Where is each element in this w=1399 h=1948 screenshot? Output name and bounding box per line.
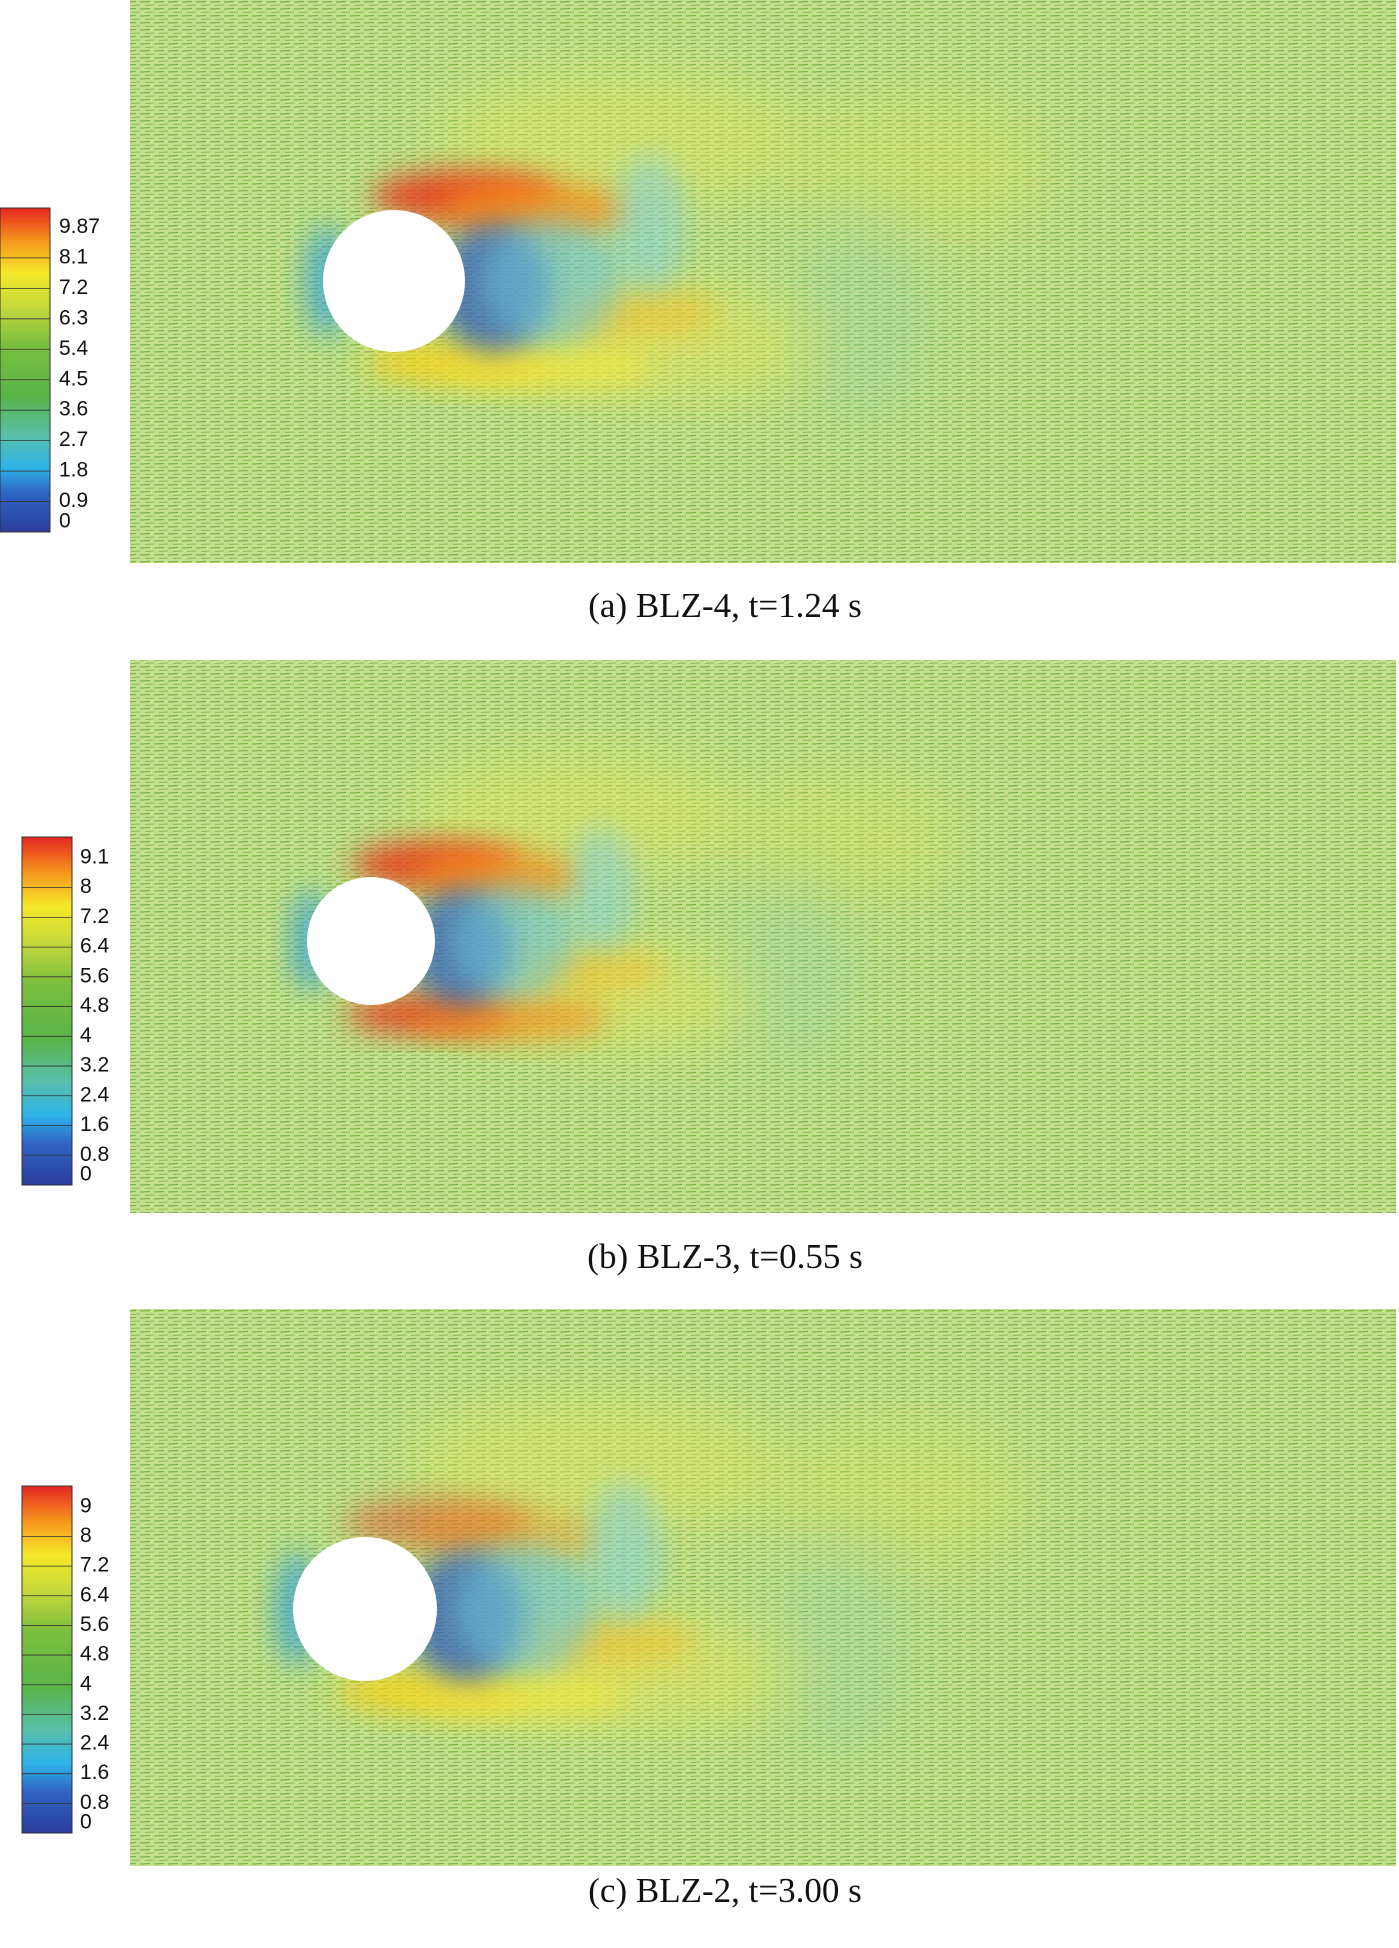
wake-tint	[768, 1529, 913, 1761]
colorbar-label: 8.1	[59, 245, 88, 268]
caption: (a) BLZ-4, t=1.24 s	[588, 586, 861, 625]
vector-field	[130, 660, 1396, 1213]
wake-tint	[436, 75, 806, 203]
colorbar: 9.1 8 7.2 6.4 5.6 4.8 4 3.2 2.4 1.6 0.80	[21, 836, 110, 1186]
colorbar-fill	[21, 1485, 73, 1834]
colorbar-label: 1.6	[80, 1113, 109, 1136]
wake-tint	[791, 202, 934, 431]
colorbar-label: 9	[80, 1494, 92, 1517]
colorbar-label: 5.6	[80, 964, 109, 987]
shear-layer-bottom	[443, 341, 657, 392]
colorbar: 9.87 8.1 7.2 6.3 5.4 4.5 3.6 2.7 1.8 0.90	[0, 207, 100, 533]
colorbar-fill	[21, 836, 73, 1186]
cylinder	[323, 210, 465, 352]
colorbar-label: 0	[80, 1163, 92, 1186]
colorbar-label: 7.2	[80, 1554, 109, 1577]
colorbar-label: 0.8	[80, 1791, 109, 1814]
colorbar-label: 7.2	[80, 905, 109, 928]
colorbar-label: 9.1	[80, 845, 109, 868]
cylinder	[307, 877, 435, 1005]
colorbar-label: 3.2	[80, 1054, 109, 1077]
caption: (b) BLZ-3, t=0.55 s	[587, 1237, 862, 1276]
colorbar-label: 6.3	[59, 306, 88, 329]
panel: 9 8 7.2 6.4 5.6 4.8 4 3.2 2.4 1.6 0.80 (c) BLZ-2, t…	[21, 1309, 1396, 1910]
shear-layer-bottom	[415, 995, 608, 1041]
wake-tint	[729, 870, 858, 1076]
recirculation	[451, 1544, 596, 1674]
colorbar-label: 4.8	[80, 1643, 109, 1666]
wake-tint	[768, 1421, 1028, 1566]
recirculation	[479, 217, 622, 345]
panel: 9.87 8.1 7.2 6.3 5.4 4.5 3.6 2.7 1.8 0.90 (a) BLZ-…	[0, 0, 1396, 625]
caption: (c) BLZ-2, t=3.00 s	[588, 1871, 861, 1910]
colorbar-label: 7.2	[59, 276, 88, 299]
colorbar-label: 3.6	[59, 398, 88, 421]
colorbar-label: 6.4	[80, 935, 110, 958]
cylinder	[293, 1537, 437, 1681]
recirculation	[569, 825, 634, 954]
wake-tint	[791, 96, 1048, 239]
shear-layer-bottom	[415, 1670, 632, 1721]
colorbar-label: 0	[59, 510, 71, 533]
colorbar-label: 4.8	[80, 994, 109, 1017]
colorbar-label: 2.7	[59, 428, 88, 451]
vector-field	[130, 1309, 1396, 1866]
wake-tint	[409, 755, 743, 871]
colorbar-label: 1.6	[80, 1761, 109, 1784]
recirculation	[588, 1479, 661, 1624]
wake-tint	[408, 1400, 783, 1530]
vector-field	[130, 0, 1396, 563]
colorbar-label: 1.8	[59, 459, 88, 482]
colorbar: 9 8 7.2 6.4 5.6 4.8 4 3.2 2.4 1.6 0.80	[21, 1485, 110, 1834]
colorbar-label: 0.9	[59, 489, 88, 512]
colorbar-label: 8	[80, 875, 92, 898]
colorbar-label: 5.4	[59, 337, 89, 360]
colorbar-label: 6.4	[80, 1583, 110, 1606]
colorbar-label: 4	[80, 1672, 92, 1695]
colorbar-label: 9.87	[59, 215, 100, 238]
colorbar-label: 0	[80, 1811, 92, 1834]
recirculation	[447, 883, 576, 999]
colorbar-label: 8	[80, 1524, 92, 1547]
colorbar-label: 4	[80, 1024, 92, 1047]
colorbar-label: 3.2	[80, 1702, 109, 1725]
colorbar-label: 4.5	[59, 367, 88, 390]
colorbar-label: 2.4	[80, 1732, 110, 1755]
colorbar-label: 5.6	[80, 1613, 109, 1636]
colorbar-label: 0.8	[80, 1143, 109, 1166]
wake-tint	[729, 774, 960, 903]
recirculation	[614, 153, 686, 296]
colorbar-fill	[0, 207, 51, 533]
panel: 9.1 8 7.2 6.4 5.6 4.8 4 3.2 2.4 1.6 0.80 (b) BLZ-3,…	[21, 660, 1396, 1276]
colorbar-label: 2.4	[80, 1083, 110, 1106]
